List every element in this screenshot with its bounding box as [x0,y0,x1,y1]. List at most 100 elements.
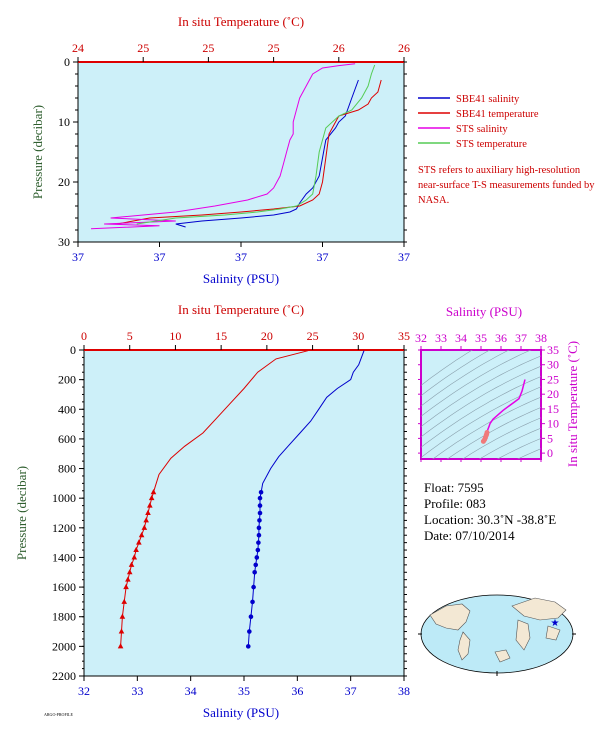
x2-tick-label: 25 [137,41,149,55]
density-contour [421,350,473,386]
temperature-point [148,494,155,501]
temperature-axis-title: In situ Temperature (˚C) [178,14,304,29]
ts-salinity-axis-title: Salinity (PSU) [446,304,522,319]
x-tick-label: 37 [398,250,410,264]
density-contour [421,365,541,438]
plot-area-profile [83,349,405,677]
salinity-point [254,555,260,560]
map-landmass [545,625,561,641]
temperature-point [143,517,149,523]
temperature-point [150,489,157,495]
series-line-2 [90,63,356,230]
x-tick-label: 37 [317,250,329,264]
y-tick-label: 0 [64,55,70,69]
temperature-point [117,643,124,649]
x-tick-label: 37 [154,250,166,264]
salinity-point [251,584,256,590]
salinity-point [250,599,255,605]
temperature-point [128,561,135,567]
plot-area-ts [420,349,542,460]
x-tick-label: 38 [398,684,410,698]
y-tick-label: 1600 [52,580,76,594]
y-tick-label: 35 [547,343,559,357]
x-tick-label: 38 [535,331,547,345]
y-tick-label: 1000 [52,491,76,505]
map-landmass [511,597,567,621]
density-contour [421,386,541,458]
x-tick-label: 37 [515,331,527,345]
density-contour [432,396,541,459]
x2-tick-label: 0 [81,329,87,343]
footer-stamp: ARGO-PROFILE [44,712,73,717]
legend-label: STS salinity [456,124,508,135]
x2-tick-label: 10 [169,329,181,343]
y-tick-label: 800 [58,462,76,476]
x2-tick-label: 25 [268,41,280,55]
series-line-3 [136,64,376,225]
salinity-point [257,503,263,508]
salinity-point [257,518,262,523]
x2-tick-label: 15 [215,329,227,343]
temperature-point [141,524,148,530]
temperature-point [125,576,131,582]
x2-tick-label: 35 [398,329,410,343]
y-tick-label: 0 [70,343,76,357]
temperature-point [121,598,128,604]
ts-temperature-axis-title: In situ Temperature (˚C) [565,341,580,467]
profile-number: Profile: 083 [424,496,486,511]
density-contour [421,376,541,448]
x2-tick-label: 20 [261,329,273,343]
map-landmass [457,631,471,661]
salinity-profile-line [247,350,365,647]
y-tick-label: 30 [58,235,70,249]
density-contour [421,350,491,396]
y-tick-label: 200 [58,373,76,387]
ts-point [480,438,486,444]
y-tick-label: 20 [547,387,559,401]
x-tick-label: 35 [238,684,250,698]
float-location-marker: ★ [551,618,560,629]
x-tick-label: 32 [78,684,90,698]
y-tick-label: 20 [58,175,70,189]
legend-label: STS temperature [456,139,527,150]
y-tick-label: 10 [58,115,70,129]
y-tick-label: 2000 [52,639,76,653]
y-tick-label: 2200 [52,669,76,683]
temperature-point [145,509,151,515]
x2-tick-label: 5 [127,329,133,343]
y-tick-label: 0 [547,446,553,460]
salinity-point [257,495,263,501]
y-tick-label: 5 [547,431,553,445]
x2-tick-label: 25 [307,329,319,343]
x-tick-label: 32 [415,331,427,345]
density-contour [421,350,532,417]
temperature-point [119,613,126,619]
x2-tick-label: 25 [202,41,214,55]
profile-date: Date: 07/10/2014 [424,528,515,543]
y-tick-label: 30 [547,358,559,372]
temperature-point [133,546,139,553]
y-tick-label: 10 [547,417,559,431]
x2-tick-label: 30 [352,329,364,343]
salinity-point [256,525,262,531]
x2-tick-label: 26 [398,41,410,55]
location: Location: 30.3˚N -38.8˚E [424,512,557,527]
temperature-point [123,583,129,590]
x-tick-label: 37 [72,250,84,264]
temperature-point [147,502,153,508]
x2-tick-label: 26 [333,41,345,55]
pressure-axis-title: Pressure (decibar) [14,466,29,560]
x-tick-label: 33 [131,684,143,698]
x-tick-label: 36 [495,331,507,345]
salinity-point [256,540,261,545]
salinity-axis-title: Salinity (PSU) [203,271,279,286]
salinity-point [258,489,264,495]
float-id: Float: 7595 [424,480,484,495]
x-tick-label: 36 [291,684,303,698]
legend-label: SBE41 temperature [456,109,539,120]
temperature-point [118,628,125,634]
map-landmass [429,603,471,631]
density-contour [446,407,541,459]
density-contour [462,417,541,459]
